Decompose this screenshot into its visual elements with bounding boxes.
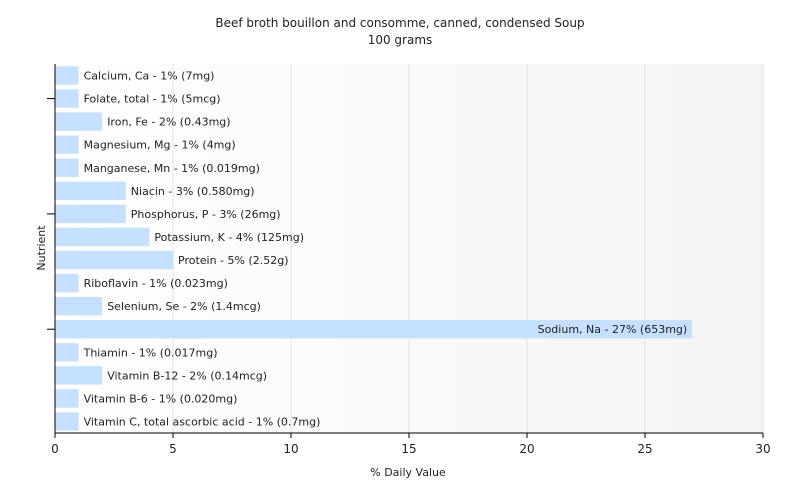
bar-5 <box>55 181 126 201</box>
bar-label-15: Vitamin C, total ascorbic acid - 1% (0.7… <box>84 415 321 428</box>
y-axis-title: Nutrient <box>35 225 48 271</box>
bar-label-2: Iron, Fe - 2% (0.43mg) <box>107 116 230 129</box>
bar-label-0: Calcium, Ca - 1% (7mg) <box>84 70 215 83</box>
bar-11 <box>55 319 693 339</box>
bar-12 <box>55 343 79 362</box>
bar-14 <box>55 389 79 408</box>
bar-label-9: Riboflavin - 1% (0.023mg) <box>84 277 228 290</box>
bar-label-14: Vitamin B-6 - 1% (0.020mg) <box>84 392 238 405</box>
x-tick-label-30: 30 <box>755 442 770 456</box>
x-tick-label-10: 10 <box>283 442 298 456</box>
chart-subtitle: 100 grams <box>368 33 433 47</box>
bar-label-13: Vitamin B-12 - 2% (0.14mcg) <box>107 369 267 382</box>
chart-title: Beef broth bouillon and consomme, canned… <box>215 16 584 30</box>
bar-label-4: Manganese, Mn - 1% (0.019mg) <box>84 162 260 175</box>
gridlines <box>172 64 764 433</box>
x-tick-label-25: 25 <box>637 442 652 456</box>
bar-label-1: Folate, total - 1% (5mcg) <box>84 93 221 106</box>
bar-1 <box>55 89 79 108</box>
x-tick-label-5: 5 <box>169 442 177 456</box>
bar-3 <box>55 135 79 154</box>
bar-8 <box>55 250 173 270</box>
x-axis-ticks: 0 5 10 15 20 25 30 <box>51 433 771 456</box>
bar-13 <box>55 366 103 385</box>
bar-10 <box>55 296 103 316</box>
bar-4 <box>55 158 79 178</box>
bar-9 <box>55 273 79 293</box>
bar-7 <box>55 227 150 247</box>
bar-label-6: Phosphorus, P - 3% (26mg) <box>131 208 281 221</box>
x-tick-label-20: 20 <box>519 442 534 456</box>
bars <box>55 66 693 431</box>
x-tick-label-0: 0 <box>51 442 59 456</box>
bar-label-11: Sodium, Na - 27% (653mg) <box>538 323 688 336</box>
bar-6 <box>55 204 126 224</box>
x-tick-label-15: 15 <box>401 442 416 456</box>
bar-label-12: Thiamin - 1% (0.017mg) <box>83 346 218 359</box>
bar-labels: Calcium, Ca - 1% (7mg) Folate, total - 1%… <box>83 70 688 429</box>
bar-2 <box>55 112 103 131</box>
bar-label-7: Potassium, K - 4% (125mg) <box>154 231 304 244</box>
bar-15 <box>55 412 79 431</box>
bar-label-10: Selenium, Se - 2% (1.4mcg) <box>107 300 261 313</box>
x-axis-title: % Daily Value <box>370 466 446 479</box>
bar-0 <box>55 66 79 85</box>
bar-label-8: Protein - 5% (2.52g) <box>178 254 289 267</box>
bar-label-5: Niacin - 3% (0.580mg) <box>131 185 255 198</box>
bar-label-3: Magnesium, Mg - 1% (4mg) <box>84 139 236 152</box>
